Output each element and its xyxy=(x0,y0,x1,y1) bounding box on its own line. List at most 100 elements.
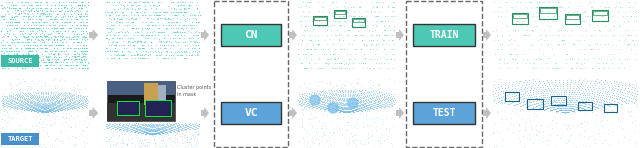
Point xyxy=(46,12,56,15)
Point xyxy=(539,96,549,98)
Point xyxy=(365,90,376,92)
Point xyxy=(364,108,374,111)
Point xyxy=(378,120,388,122)
Text: SOURCE: SOURCE xyxy=(7,58,33,64)
Point xyxy=(156,130,166,132)
Point xyxy=(1,102,11,104)
Point xyxy=(305,103,316,105)
Point xyxy=(325,106,335,108)
Point xyxy=(108,37,118,39)
Point xyxy=(166,17,177,20)
Point xyxy=(40,110,51,112)
Point xyxy=(148,4,158,7)
Point xyxy=(0,101,10,103)
Point xyxy=(131,127,141,129)
Point xyxy=(327,107,337,109)
Point xyxy=(45,104,55,106)
Point xyxy=(502,62,512,65)
Point xyxy=(157,142,167,145)
Point xyxy=(342,105,352,108)
Point xyxy=(349,106,360,108)
Point xyxy=(575,78,586,80)
Point xyxy=(184,37,194,40)
Point xyxy=(317,10,327,13)
Point xyxy=(45,106,56,109)
Point xyxy=(300,105,310,108)
Point xyxy=(341,142,351,144)
Point xyxy=(8,103,18,106)
Point xyxy=(341,104,351,107)
Point xyxy=(311,107,321,110)
Point xyxy=(383,127,394,129)
Point xyxy=(299,15,309,17)
Point xyxy=(369,144,380,146)
Point xyxy=(4,116,15,118)
Point xyxy=(519,103,529,105)
Point xyxy=(51,15,61,18)
Point xyxy=(148,139,159,141)
Point xyxy=(55,35,65,37)
Point xyxy=(113,54,124,56)
Point xyxy=(351,109,361,112)
Point xyxy=(54,29,65,32)
Point xyxy=(28,36,38,38)
Point xyxy=(76,12,86,15)
Point xyxy=(47,49,57,52)
Point xyxy=(180,11,190,13)
Point xyxy=(631,82,640,84)
Point xyxy=(4,13,14,15)
Point xyxy=(191,30,202,33)
Point xyxy=(20,64,31,66)
Point xyxy=(605,91,616,93)
Point xyxy=(514,108,524,111)
Point xyxy=(19,12,29,15)
Point xyxy=(582,96,592,98)
Point xyxy=(137,130,147,132)
Point xyxy=(47,99,57,102)
Point xyxy=(36,111,46,114)
Point xyxy=(73,95,83,97)
Point xyxy=(115,44,125,46)
Point xyxy=(317,103,327,105)
Point xyxy=(153,17,163,20)
Point xyxy=(608,110,618,112)
Point xyxy=(333,95,343,98)
Point xyxy=(301,29,312,32)
Point xyxy=(47,104,58,107)
Point xyxy=(559,108,570,110)
Point xyxy=(358,106,369,108)
Point xyxy=(35,7,45,9)
Point xyxy=(20,41,30,43)
Point xyxy=(328,67,339,69)
Point xyxy=(356,107,366,109)
Point xyxy=(22,96,33,99)
Point xyxy=(45,61,55,63)
Point xyxy=(339,84,349,86)
Point xyxy=(518,11,529,13)
Point xyxy=(33,9,44,12)
Point xyxy=(325,103,335,105)
Point xyxy=(377,20,387,22)
Point xyxy=(34,93,44,96)
Point xyxy=(76,101,86,104)
Point xyxy=(169,31,179,33)
Point xyxy=(317,90,328,92)
Point xyxy=(148,124,158,126)
Point xyxy=(563,111,573,114)
Point xyxy=(349,111,359,113)
Point xyxy=(351,105,362,107)
Point xyxy=(335,102,346,104)
Point xyxy=(367,105,377,107)
Point xyxy=(339,111,349,113)
Point xyxy=(0,35,8,37)
Point xyxy=(102,1,112,3)
Point xyxy=(334,102,344,104)
Point xyxy=(575,93,586,96)
Point xyxy=(164,124,175,126)
Point xyxy=(44,53,54,55)
Point xyxy=(30,110,40,112)
Point xyxy=(358,108,368,110)
Point xyxy=(336,48,346,50)
Point xyxy=(137,139,147,141)
Point xyxy=(511,89,521,91)
